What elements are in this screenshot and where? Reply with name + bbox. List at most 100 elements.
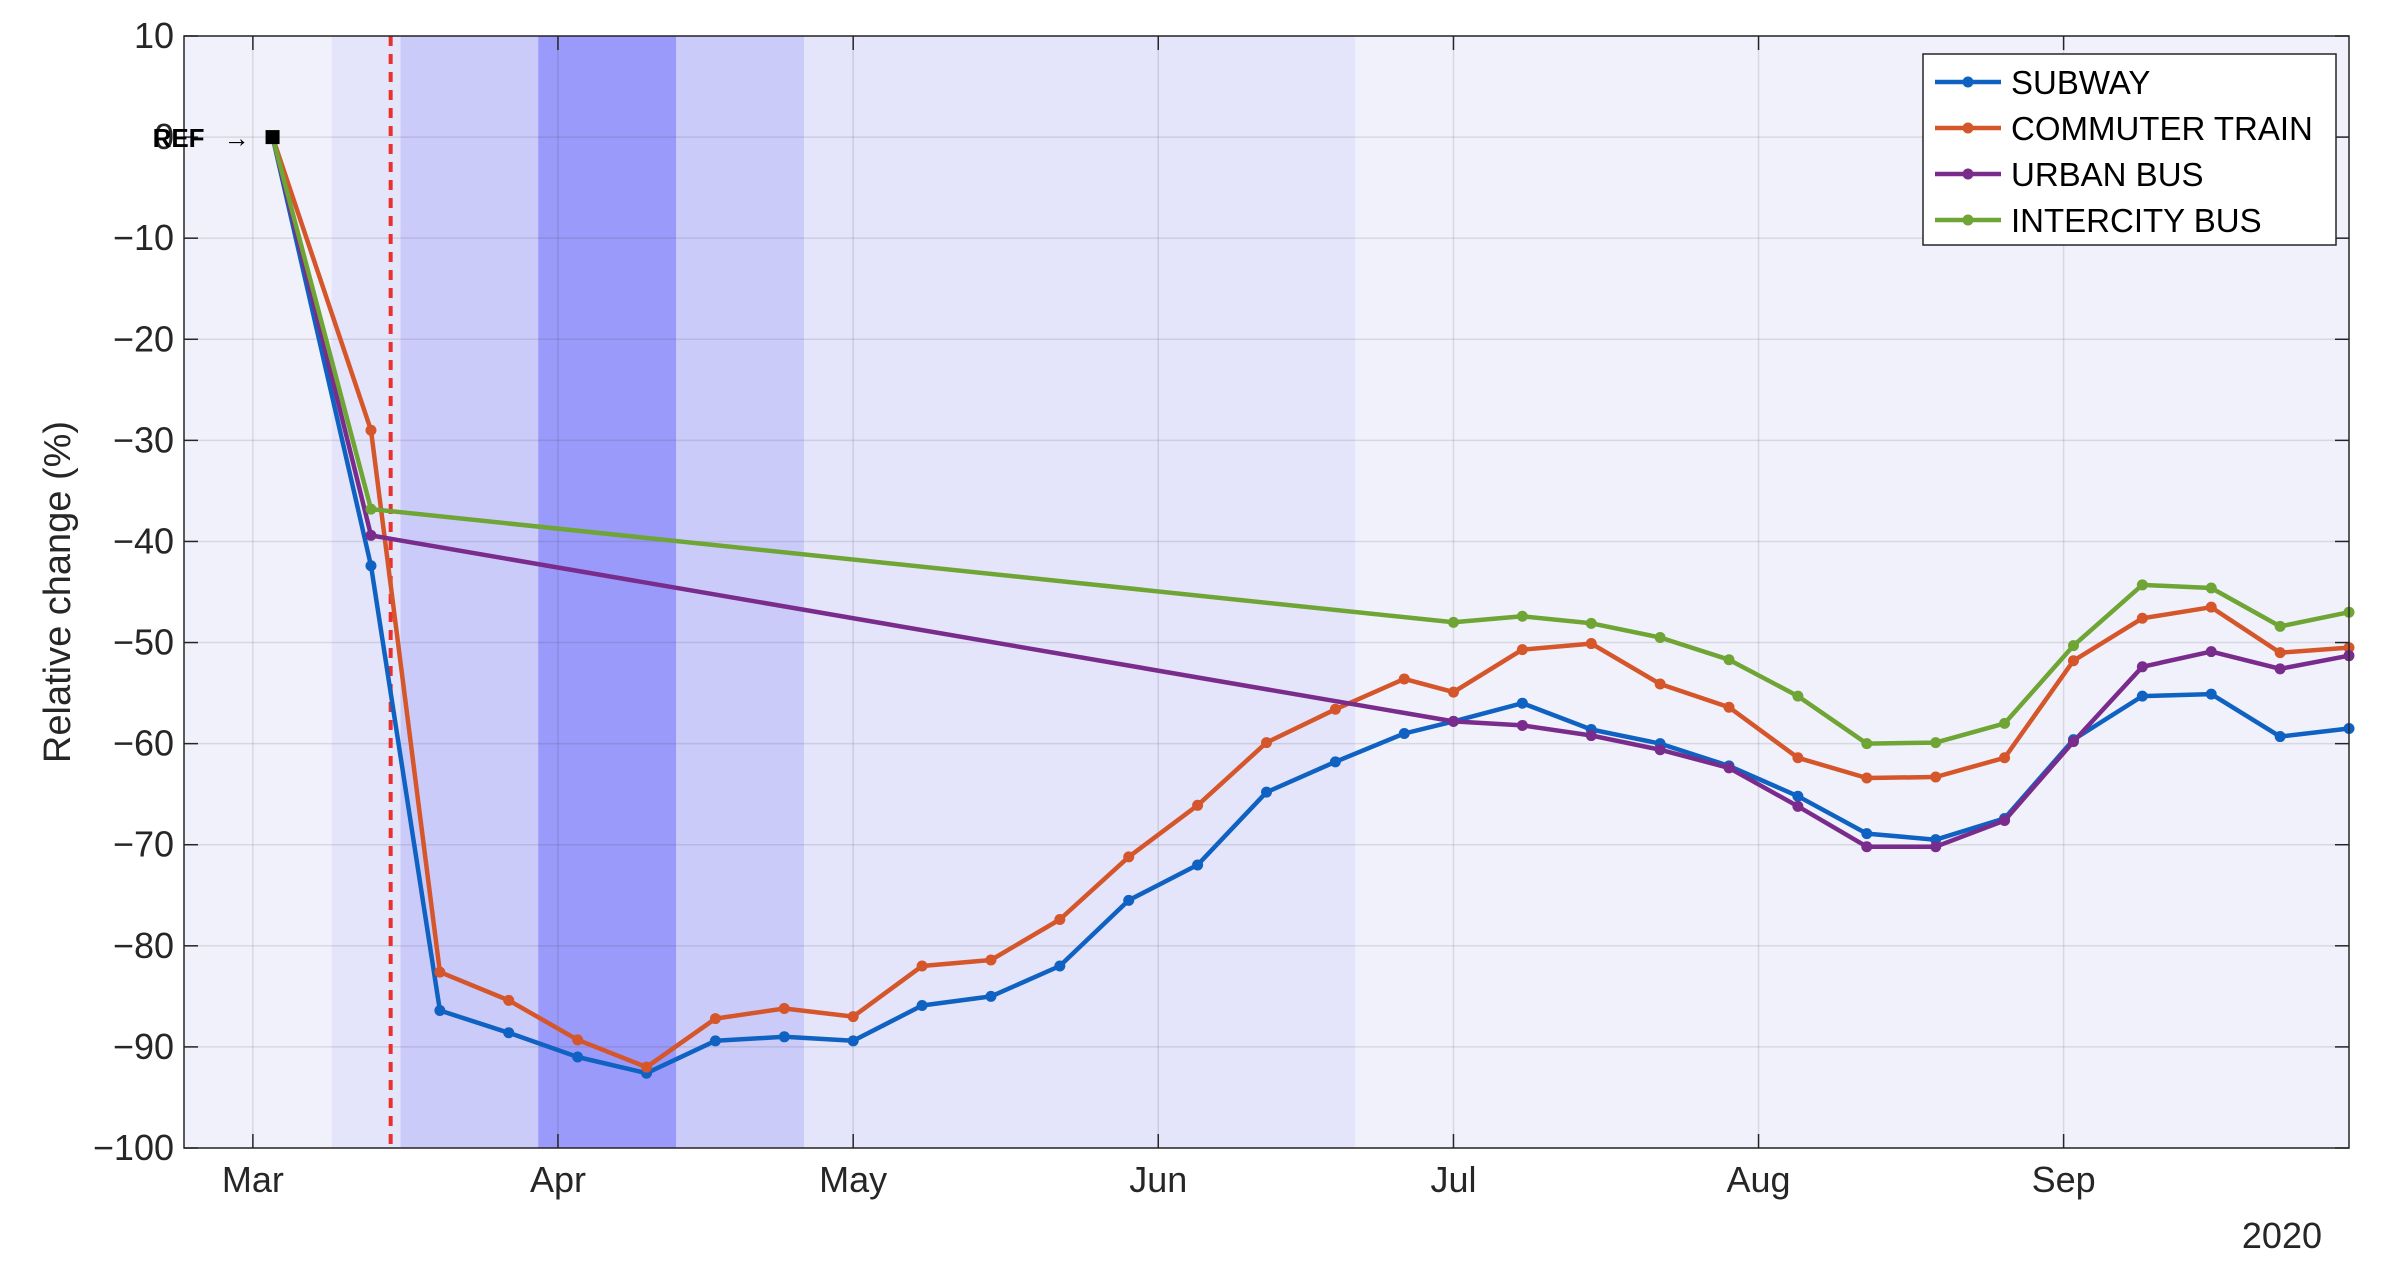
data-point <box>709 1013 721 1025</box>
data-point <box>916 960 928 972</box>
legend-marker-commuter-train <box>1962 122 1974 134</box>
x-tick-label: Mar <box>222 1159 284 1200</box>
data-point <box>2136 661 2148 673</box>
legend: SUBWAY COMMUTER TRAIN URBAN BUS INTERCITY B… <box>1922 53 2337 246</box>
x-tick-label: Apr <box>530 1159 586 1200</box>
x-tick-label: Aug <box>1727 1159 1791 1200</box>
data-point <box>1585 638 1597 650</box>
data-point <box>503 1027 515 1039</box>
data-point <box>1792 752 1804 764</box>
data-point <box>1447 616 1459 628</box>
legend-marker-urban-bus <box>1962 168 1974 180</box>
data-point <box>1516 644 1528 656</box>
data-point <box>1398 728 1410 740</box>
data-point <box>434 1005 446 1017</box>
shaded-period-3 <box>538 36 677 1148</box>
data-point <box>1516 610 1528 622</box>
shaded-periods <box>331 36 1356 1148</box>
data-point <box>2274 620 2286 632</box>
data-point <box>1792 800 1804 812</box>
data-point <box>1261 786 1272 798</box>
data-point <box>365 424 377 436</box>
legend-label-subway: SUBWAY <box>2011 64 2150 101</box>
data-point <box>1516 719 1528 731</box>
data-point <box>1329 756 1341 768</box>
y-tick-label: −10 <box>113 217 174 258</box>
data-point <box>1861 738 1873 750</box>
data-point <box>1723 701 1735 713</box>
x-tick-label: Sep <box>2032 1159 2096 1200</box>
x-axis: Mar Apr May Jun Jul Aug Sep <box>222 36 2096 1200</box>
data-point <box>1792 790 1804 802</box>
data-point <box>1447 715 1459 727</box>
data-point <box>1192 859 1204 871</box>
data-point <box>778 1031 790 1043</box>
year-label: 2020 <box>2242 1215 2322 1256</box>
data-point <box>1585 617 1597 629</box>
data-point <box>847 1035 859 1047</box>
data-point <box>1930 737 1942 749</box>
data-point <box>1329 703 1341 715</box>
legend-label-urban-bus: URBAN BUS <box>2011 156 2204 193</box>
data-point <box>1585 730 1597 742</box>
ref-label: REF <box>153 123 205 153</box>
y-tick-label: 10 <box>134 15 174 56</box>
data-point <box>1261 737 1272 749</box>
x-tick-label: May <box>819 1159 887 1200</box>
series-urban-bus <box>267 131 2355 853</box>
ref-arrow: → <box>224 123 250 153</box>
y-tick-label: −50 <box>113 622 174 663</box>
data-point <box>1861 841 1873 853</box>
data-point <box>2136 579 2148 591</box>
data-point <box>916 999 928 1011</box>
series-line-intercity-bus <box>270 136 2350 746</box>
y-tick-label: 0 <box>154 116 174 157</box>
reference-marker: REF → <box>153 123 280 153</box>
y-axis: 10 0 −10 −20 −30 −40 −50 −60 −70 −80 −90 −100 <box>93 15 2349 1168</box>
data-point <box>1930 771 1942 783</box>
legend-marker-intercity-bus <box>1962 214 1974 226</box>
data-point <box>847 1011 859 1023</box>
data-point <box>1123 894 1135 906</box>
y-tick-label: −70 <box>113 824 174 865</box>
data-point <box>2067 736 2079 748</box>
data-point <box>2205 646 2217 658</box>
series-line-urban-bus <box>270 136 2350 849</box>
data-point <box>709 1035 721 1047</box>
data-point <box>641 1061 653 1073</box>
data-point <box>2067 640 2079 652</box>
data-point <box>2136 612 2148 624</box>
y-tick-label: −30 <box>113 419 174 460</box>
data-point <box>1123 851 1135 863</box>
legend-label-commuter-train: COMMUTER TRAIN <box>2011 110 2313 147</box>
data-point <box>1861 828 1873 840</box>
data-point <box>434 966 446 978</box>
y-tick-label: −60 <box>113 723 174 764</box>
data-point <box>1054 914 1066 926</box>
data-point <box>1654 678 1666 690</box>
data-point <box>1723 654 1735 666</box>
ref-point <box>265 130 280 145</box>
data-point <box>1999 752 2011 764</box>
data-point <box>1999 814 2011 826</box>
data-point <box>2136 690 2148 702</box>
data-point <box>1516 697 1528 709</box>
y-axis-label: Relative change (%) <box>37 421 79 763</box>
x-tick-label: Jun <box>1129 1159 1187 1200</box>
y-tick-label: −20 <box>113 318 174 359</box>
legend-marker-subway <box>1962 76 1974 88</box>
y-tick-label: −100 <box>93 1127 174 1168</box>
legend-label-intercity-bus: INTERCITY BUS <box>2011 202 2262 239</box>
y-tick-label: −40 <box>113 520 174 561</box>
data-point <box>2274 647 2286 659</box>
data-point <box>778 1002 790 1014</box>
data-point <box>1792 690 1804 702</box>
data-point <box>365 529 377 541</box>
data-point <box>2205 582 2217 594</box>
data-point <box>2274 731 2286 743</box>
data-point <box>1192 799 1204 811</box>
data-point <box>985 990 997 1002</box>
data-point <box>1999 717 2011 729</box>
data-point <box>503 994 515 1006</box>
